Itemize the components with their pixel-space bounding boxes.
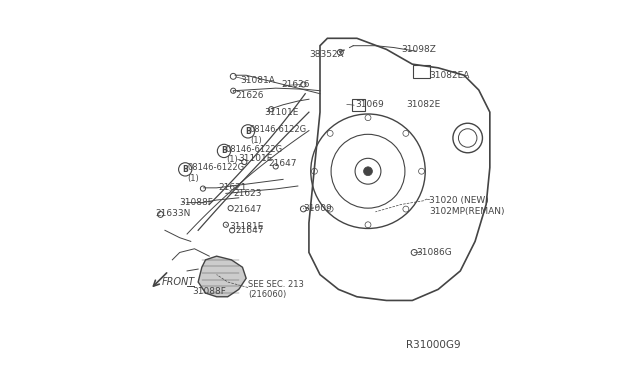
Text: 21647: 21647 [233, 205, 262, 215]
Text: 31181E: 31181E [230, 222, 264, 231]
Text: R31000G9: R31000G9 [406, 340, 460, 350]
Text: 3102MP(REMAN): 3102MP(REMAN) [429, 207, 504, 217]
Text: 31081A: 31081A [241, 76, 275, 85]
Text: 31086G: 31086G [416, 248, 452, 257]
Text: 31009: 31009 [303, 203, 332, 213]
Text: 08146-6122G
(1): 08146-6122G (1) [187, 163, 244, 183]
Circle shape [364, 167, 372, 176]
Text: 38352X: 38352X [309, 51, 344, 60]
Polygon shape [198, 256, 246, 297]
Text: 31082E: 31082E [407, 100, 441, 109]
Text: 21623: 21623 [233, 189, 262, 198]
Text: 31069: 31069 [355, 100, 384, 109]
Text: FRONT: FRONT [162, 277, 195, 287]
Text: B: B [245, 127, 251, 136]
Text: B: B [182, 165, 188, 174]
Text: 08146-6122G
(1): 08146-6122G (1) [250, 125, 307, 145]
Text: 08146-6122G
(1): 08146-6122G (1) [226, 145, 283, 164]
Text: 31101E: 31101E [239, 154, 273, 163]
Text: 21626: 21626 [235, 91, 264, 100]
Text: SEE SEC. 213
(216060): SEE SEC. 213 (216060) [248, 280, 304, 299]
Text: 21647: 21647 [235, 226, 264, 235]
Text: 31082EA: 31082EA [429, 71, 469, 80]
Text: 31088F: 31088F [193, 287, 227, 296]
Text: 31101E: 31101E [264, 108, 299, 117]
Text: 31020 (NEW): 31020 (NEW) [429, 196, 489, 205]
Text: 21626: 21626 [281, 80, 310, 89]
Text: B: B [221, 147, 227, 155]
Text: 21621: 21621 [218, 183, 247, 192]
Text: 21647: 21647 [268, 159, 297, 169]
Text: 31088F: 31088F [180, 198, 214, 207]
Text: 21633N: 21633N [156, 209, 191, 218]
Text: 31098Z: 31098Z [401, 45, 436, 54]
